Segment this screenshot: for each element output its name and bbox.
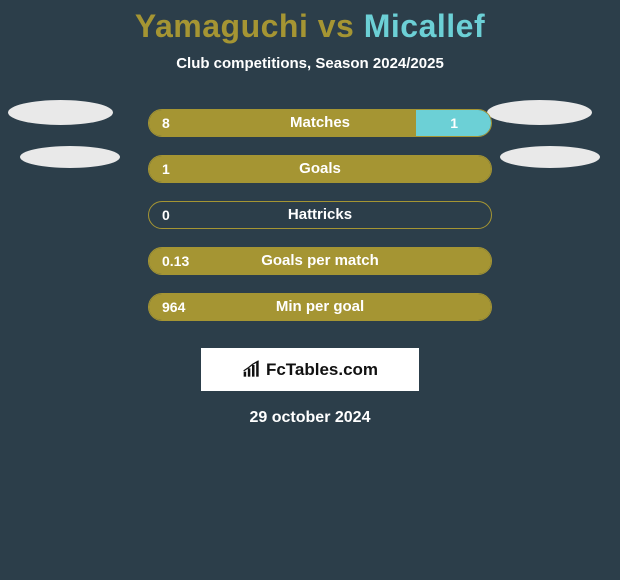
stat-bar-left-segment [149,156,491,182]
stat-row: 1Goals [10,146,610,192]
stat-row: 964Min per goal [10,284,610,330]
stat-left-value: 0 [162,201,170,229]
player2-name: Micallef [364,8,485,44]
stat-bar-left-segment [149,248,491,274]
stat-bar-left-segment [149,294,491,320]
stats-area: 8Matches11Goals0Hattricks0.13Goals per m… [0,100,620,330]
bars-growth-icon [242,360,262,380]
vs-separator: vs [308,8,363,44]
stat-bar-track [148,247,492,275]
brand-text: FcTables.com [266,360,378,380]
page-title: Yamaguchi vs Micallef [0,8,620,45]
stat-bar-track [148,155,492,183]
player1-name: Yamaguchi [135,8,308,44]
stat-row: 8Matches1 [10,100,610,146]
stat-bar-right-segment [149,202,491,228]
stat-bar-track [148,201,492,229]
stat-row: 0.13Goals per match [10,238,610,284]
stat-left-value: 8 [162,109,170,137]
brand-inner: FcTables.com [242,360,378,380]
comparison-widget: Yamaguchi vs Micallef Club competitions,… [0,0,620,427]
subtitle: Club competitions, Season 2024/2025 [0,55,620,72]
stat-right-value: 1 [450,109,458,137]
brand-badge[interactable]: FcTables.com [201,348,419,391]
stat-left-value: 964 [162,293,185,321]
stat-row: 0Hattricks [10,192,610,238]
stat-bar-left-segment [149,110,416,136]
stat-rows: 8Matches11Goals0Hattricks0.13Goals per m… [10,100,610,330]
stat-left-value: 1 [162,155,170,183]
footer-date: 29 october 2024 [0,409,620,427]
stat-bar-track [148,293,492,321]
stat-left-value: 0.13 [162,247,189,275]
stat-bar-track [148,109,492,137]
